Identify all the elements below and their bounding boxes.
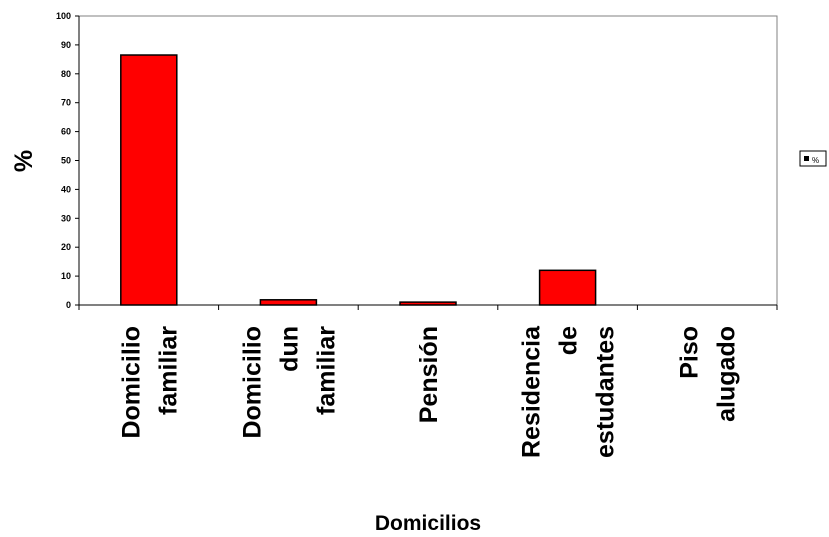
- plot-area-border: [78, 15, 778, 306]
- bar: [538, 269, 597, 306]
- x-category-label: Domicilio dun familiar: [238, 326, 340, 439]
- x-category-label-line: Pensión: [415, 326, 443, 423]
- x-category-label-line: estudantes: [592, 326, 620, 458]
- x-category-label-line: de: [555, 326, 583, 355]
- x-category-label-line: familiar: [154, 326, 182, 415]
- y-tick-label: 50: [61, 156, 71, 166]
- bar: [259, 299, 318, 306]
- bar: [120, 54, 178, 306]
- x-category-label-line: Domicilio: [238, 326, 266, 439]
- bars-group: [120, 54, 597, 306]
- x-category-label-line: Piso: [676, 326, 704, 379]
- y-axis-title: %: [10, 150, 38, 172]
- x-category-label: Piso alugado: [676, 326, 741, 422]
- y-tick-label: 80: [61, 69, 71, 79]
- y-tick-label: 60: [61, 127, 71, 137]
- x-category-label-line: dun: [275, 326, 303, 372]
- x-category-label-line: familiar: [312, 326, 340, 415]
- y-tick-label: 70: [61, 98, 71, 108]
- x-category-label: Pensión: [415, 326, 443, 423]
- x-category-label-line: Domicilio: [117, 326, 145, 439]
- y-tick-label: 0: [66, 300, 71, 310]
- y-tick-label: 100: [56, 11, 71, 21]
- category-labels: Domicilio familiar Domicilio dun familiar Pen…: [117, 325, 740, 458]
- y-tick-label: 20: [61, 242, 71, 252]
- legend: %: [799, 150, 827, 167]
- x-category-label: Domicilio familiar: [117, 326, 182, 439]
- y-axis: 0 10 20 30 40 50 60 70 80 90 100: [56, 11, 80, 310]
- y-tick-label: 90: [61, 40, 71, 50]
- x-axis-title: Domicilios: [375, 512, 481, 535]
- x-category-label: Residencia de estudantes: [518, 325, 620, 458]
- y-tick-label: 30: [61, 213, 71, 223]
- legend-box: [799, 150, 827, 167]
- y-tick-label: 40: [61, 184, 71, 194]
- bar: [399, 301, 457, 306]
- x-axis: [78, 304, 778, 310]
- legend-swatch: [804, 156, 809, 161]
- x-category-label-line: alugado: [713, 326, 741, 422]
- legend-label: %: [812, 156, 819, 165]
- y-tick-label: 10: [61, 271, 71, 281]
- x-category-label-line: Residencia: [518, 325, 546, 458]
